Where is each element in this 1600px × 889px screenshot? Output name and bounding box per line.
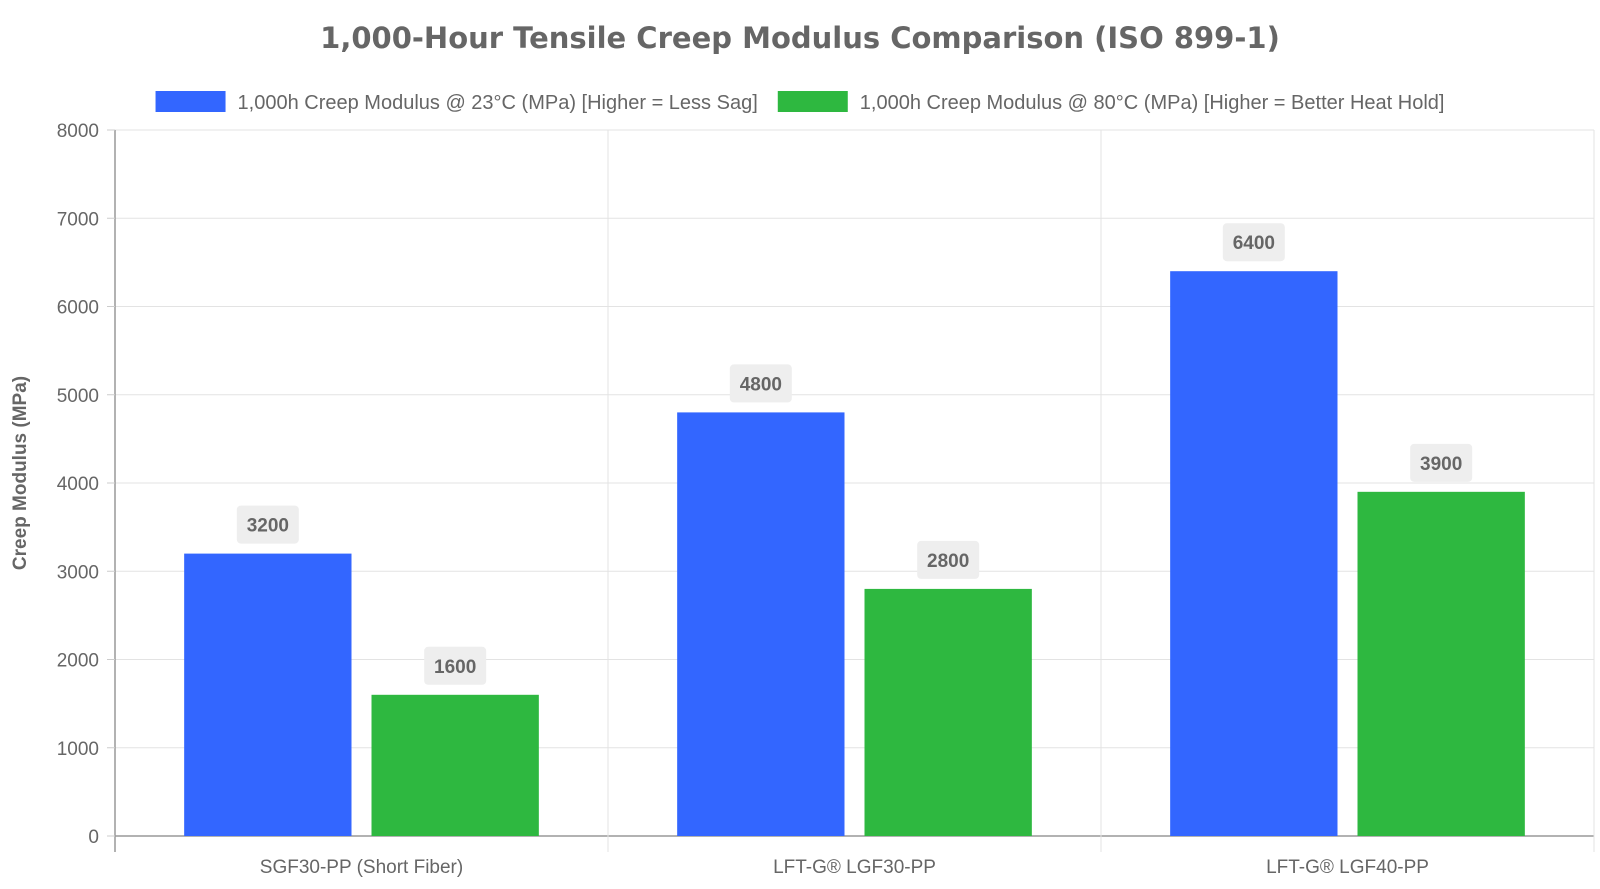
legend-swatch bbox=[155, 91, 226, 112]
y-tick-label: 8000 bbox=[57, 121, 99, 142]
legend-label: 1,000h Creep Modulus @ 23°C (MPa) [Highe… bbox=[238, 92, 758, 114]
bar bbox=[371, 694, 539, 836]
bar bbox=[1170, 271, 1338, 836]
legend-swatch bbox=[777, 91, 848, 112]
data-label: 3900 bbox=[1420, 454, 1462, 475]
data-label-bg bbox=[1222, 223, 1285, 262]
grid bbox=[114, 129, 1595, 852]
bar bbox=[677, 412, 845, 836]
y-axis-ticks: 0 1000 2000 3000 4000 5000 6000 7000 8000 bbox=[57, 121, 115, 848]
bar bbox=[864, 588, 1032, 836]
y-tick-label: 1000 bbox=[57, 739, 99, 760]
y-tick-label: 6000 bbox=[57, 298, 99, 319]
y-tick-label: 3000 bbox=[57, 562, 99, 583]
data-label-bg bbox=[917, 540, 980, 579]
data-label: 3200 bbox=[247, 516, 289, 537]
data-label-bg bbox=[424, 646, 487, 685]
y-axis-label: Creep Modulus (MPa) bbox=[10, 376, 31, 570]
data-label-bg bbox=[236, 505, 299, 544]
legend-label: 1,000h Creep Modulus @ 80°C (MPa) [Highe… bbox=[860, 92, 1445, 114]
y-tick-label: 0 bbox=[88, 827, 99, 848]
y-tick-label: 4000 bbox=[57, 474, 99, 495]
data-labels: 3200 1600 4800 2800 6400 3900 bbox=[236, 223, 1473, 685]
data-label-bg bbox=[1410, 443, 1473, 482]
bars bbox=[184, 271, 1525, 836]
legend: 1,000h Creep Modulus @ 23°C (MPa) [Highe… bbox=[155, 91, 1445, 114]
data-label: 4800 bbox=[740, 374, 782, 395]
bar bbox=[184, 553, 352, 836]
y-tick-label: 2000 bbox=[57, 651, 99, 672]
data-label-bg bbox=[729, 364, 792, 403]
data-label: 2800 bbox=[927, 551, 969, 572]
bar bbox=[1357, 491, 1525, 836]
y-tick-label: 7000 bbox=[57, 209, 99, 230]
x-tick-label: LFT-G® LGF30-PP bbox=[773, 857, 936, 878]
x-axis-ticks: SGF30-PP (Short Fiber) LFT-G® LGF30-PP LFT… bbox=[260, 857, 1429, 878]
data-label: 6400 bbox=[1233, 233, 1275, 254]
y-tick-label: 5000 bbox=[57, 386, 99, 407]
chart-title: 1,000-Hour Tensile Creep Modulus Compari… bbox=[320, 21, 1280, 55]
x-tick-label: LFT-G® LGF40-PP bbox=[1266, 857, 1429, 878]
x-tick-label: SGF30-PP (Short Fiber) bbox=[260, 857, 463, 878]
data-label: 1600 bbox=[434, 657, 476, 678]
